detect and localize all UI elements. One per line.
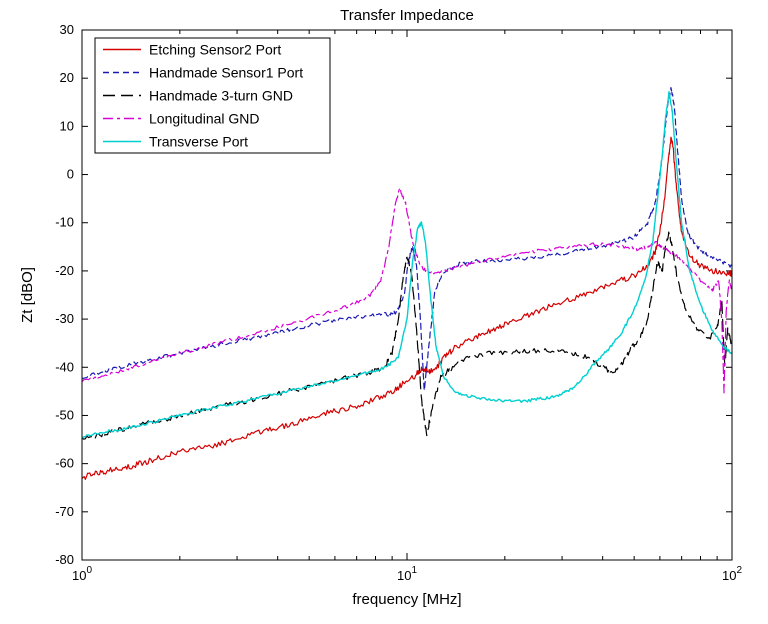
ytick-label: -80 (55, 552, 74, 567)
xtick-label: 100 (72, 565, 92, 583)
ytick-label: -60 (55, 456, 74, 471)
chart-svg: -80 -70 -60 -50 -40 -30 -20 -10 0 10 20 30 100 101 102… (0, 0, 768, 624)
x-axis-label: frequency [MHz] (352, 591, 461, 608)
ytick-label: 20 (60, 70, 74, 85)
legend-label: Handmade 3-turn GND (149, 88, 293, 104)
ytick-label: 30 (60, 22, 74, 37)
ytick-label: -70 (55, 504, 74, 519)
ytick-label: -50 (55, 407, 74, 422)
ytick-label: -10 (55, 215, 74, 230)
legend-label: Handmade Sensor1 Port (149, 65, 303, 81)
ytick-label: 10 (60, 118, 74, 133)
ytick-label: 0 (67, 167, 74, 182)
chart-container: -80 -70 -60 -50 -40 -30 -20 -10 0 10 20 30 100 101 102… (0, 0, 768, 624)
legend-label: Transverse Port (149, 134, 248, 150)
chart-title: Transfer Impedance (340, 7, 474, 24)
y-axis-label: Zt [dBO] (19, 267, 36, 323)
ytick-label: -40 (55, 359, 74, 374)
ytick-label: -20 (55, 263, 74, 278)
ytick-label: -30 (55, 311, 74, 326)
xtick-label: 101 (397, 565, 417, 583)
legend-label: Longitudinal GND (149, 111, 260, 127)
xtick-label: 102 (722, 565, 742, 583)
legend-label: Etching Sensor2 Port (149, 42, 281, 58)
